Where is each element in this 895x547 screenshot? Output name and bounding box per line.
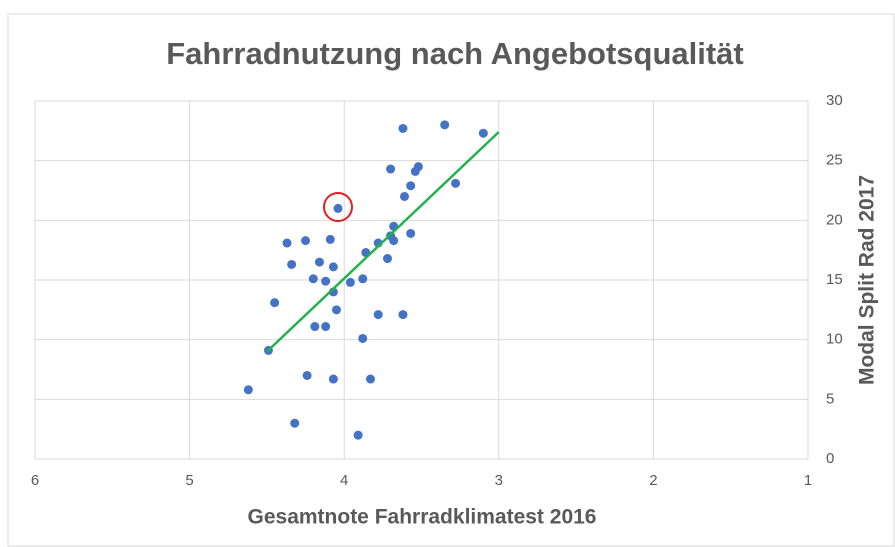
data-point <box>308 274 318 284</box>
x-tick-label: 4 <box>340 472 348 489</box>
data-point <box>243 385 253 395</box>
y-tick-label: 25 <box>826 152 843 169</box>
data-point <box>287 259 297 269</box>
data-point <box>373 310 383 320</box>
data-point <box>399 191 409 201</box>
data-point <box>282 238 292 248</box>
data-point <box>358 274 368 284</box>
data-point <box>325 234 335 244</box>
data-point <box>333 203 343 213</box>
data-point <box>358 333 368 343</box>
x-tick-label: 3 <box>495 472 503 489</box>
x-tick-label: 6 <box>31 472 39 489</box>
data-point <box>398 310 408 320</box>
data-point <box>270 298 280 308</box>
highlight-circle <box>323 192 353 222</box>
data-point <box>301 236 311 246</box>
x-tick-label: 5 <box>185 472 193 489</box>
data-point <box>451 178 461 188</box>
data-point <box>314 257 324 267</box>
data-point <box>331 305 341 315</box>
data-point <box>345 277 355 287</box>
data-point <box>386 164 396 174</box>
data-point <box>440 120 450 130</box>
plot-area: 0 5 10 15 20 25 30 6 5 4 3 2 1 <box>31 92 843 489</box>
data-point <box>310 322 320 332</box>
y-tick-label: 15 <box>826 271 843 288</box>
data-point <box>406 228 416 238</box>
data-point <box>321 276 331 286</box>
data-point <box>365 374 375 384</box>
data-point <box>478 128 488 138</box>
data-point <box>398 123 408 133</box>
y-tick-label: 20 <box>826 211 843 228</box>
x-tick-label: 1 <box>804 472 812 489</box>
data-point <box>328 262 338 272</box>
data-point <box>382 254 392 264</box>
data-point <box>321 322 331 332</box>
y-tick-label: 10 <box>826 331 843 348</box>
trendline <box>266 131 500 353</box>
data-point <box>328 374 338 384</box>
data-point <box>410 166 420 176</box>
data-point <box>302 370 312 380</box>
data-point <box>353 430 363 440</box>
y-axis-label: Modal Split Rad 2017 <box>856 175 879 385</box>
data-point <box>406 181 416 191</box>
data-point <box>290 418 300 428</box>
x-axis-label: Gesamtnote Fahrradklimatest 2016 <box>248 506 597 529</box>
chart-title: Fahrradnutzung nach Angebotsqualität <box>166 36 744 71</box>
y-tick-label: 30 <box>826 92 843 109</box>
y-tick-label: 0 <box>826 450 834 467</box>
x-tick-label: 2 <box>649 472 657 489</box>
y-tick-label: 5 <box>826 390 834 407</box>
data-point <box>389 236 399 246</box>
